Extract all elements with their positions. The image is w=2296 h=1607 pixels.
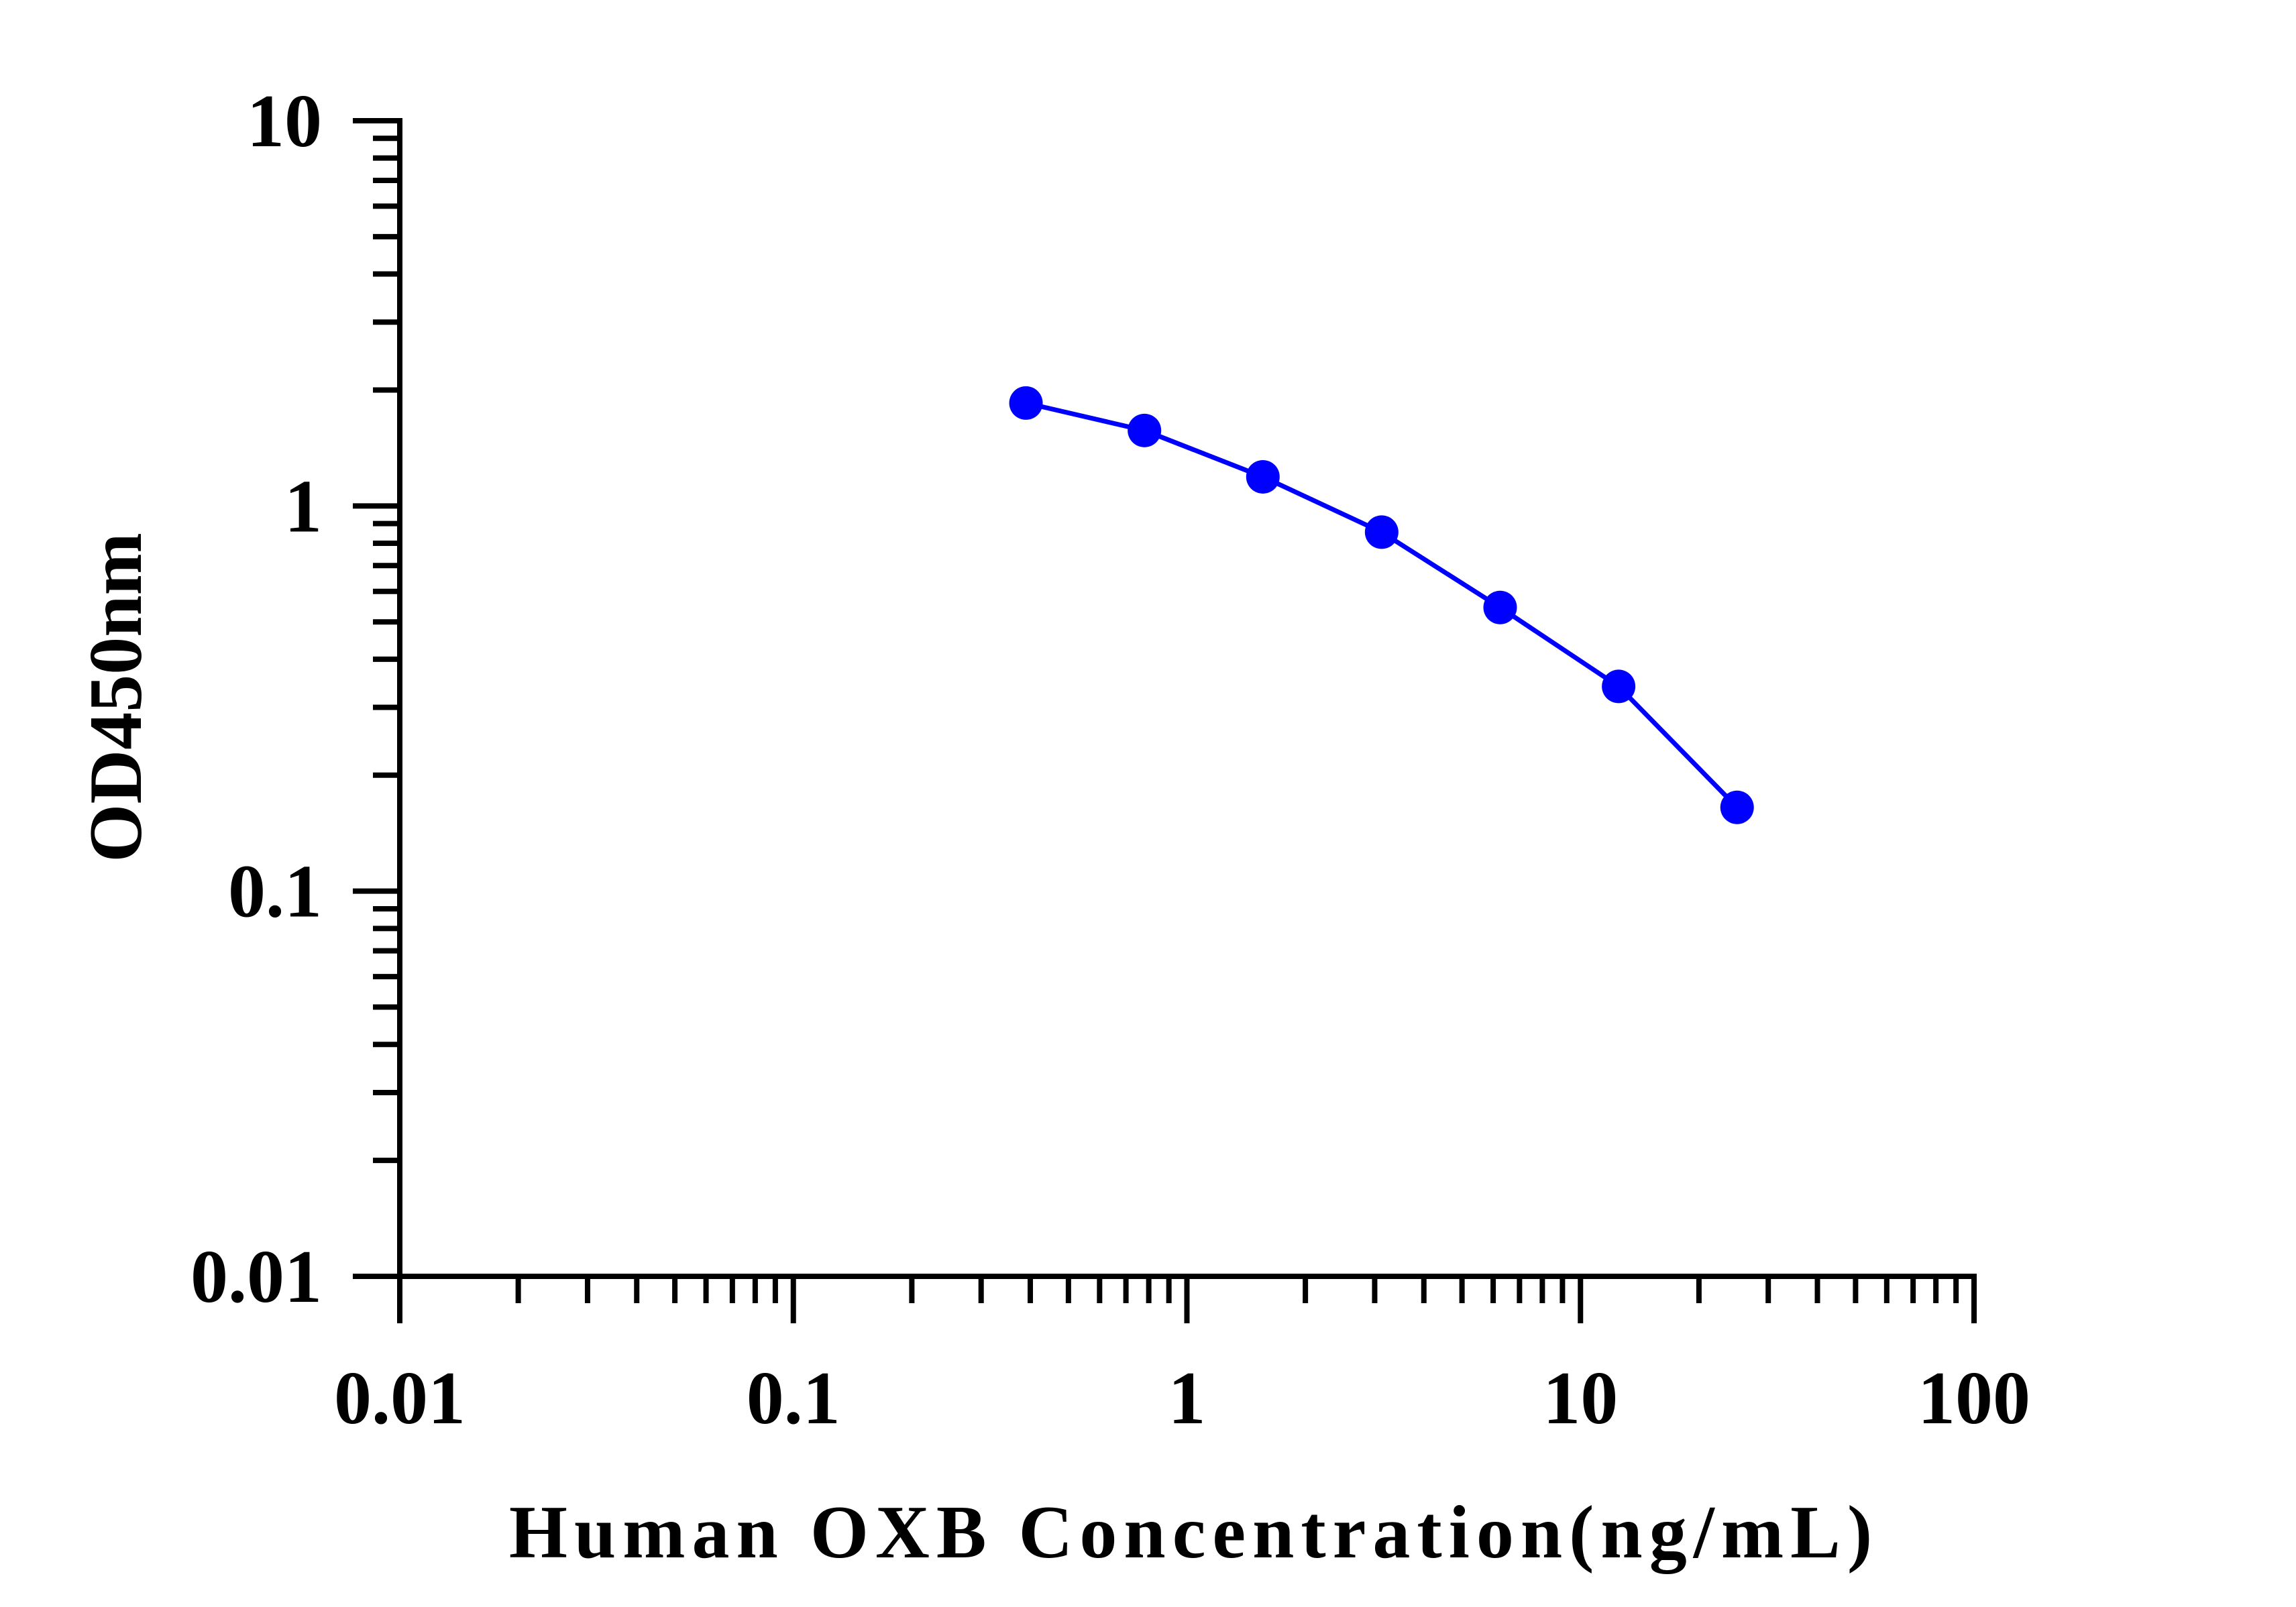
x-tick-label: 1 <box>1168 1357 1206 1440</box>
x-tick-label: 10 <box>1543 1357 1618 1440</box>
x-tick-label: 0.01 <box>334 1357 466 1440</box>
x-tick-label: 100 <box>1918 1357 2030 1440</box>
data-point <box>1128 413 1162 447</box>
y-tick-label: 0.1 <box>228 850 322 934</box>
series-line <box>1025 400 1739 810</box>
x-tick-label: 0.1 <box>747 1357 840 1440</box>
y-axis-title: OD450nm <box>74 533 158 863</box>
y-tick-label: 10 <box>247 80 322 163</box>
x-axis-title: Human OXB Concentration(ng/mL) <box>509 1491 1879 1574</box>
axes: 0.01 0.1 1 10 100 0.01 0.1 1 10 <box>190 80 2030 1440</box>
y-tick-label: 1 <box>284 465 322 548</box>
series-layer <box>1009 386 1754 824</box>
data-point <box>1602 669 1636 704</box>
data-point <box>1483 590 1517 624</box>
y-tick-label: 0.01 <box>190 1235 322 1319</box>
data-point <box>1364 515 1399 549</box>
data-point <box>1246 459 1280 494</box>
data-point <box>1009 386 1043 420</box>
data-point <box>1720 790 1754 824</box>
